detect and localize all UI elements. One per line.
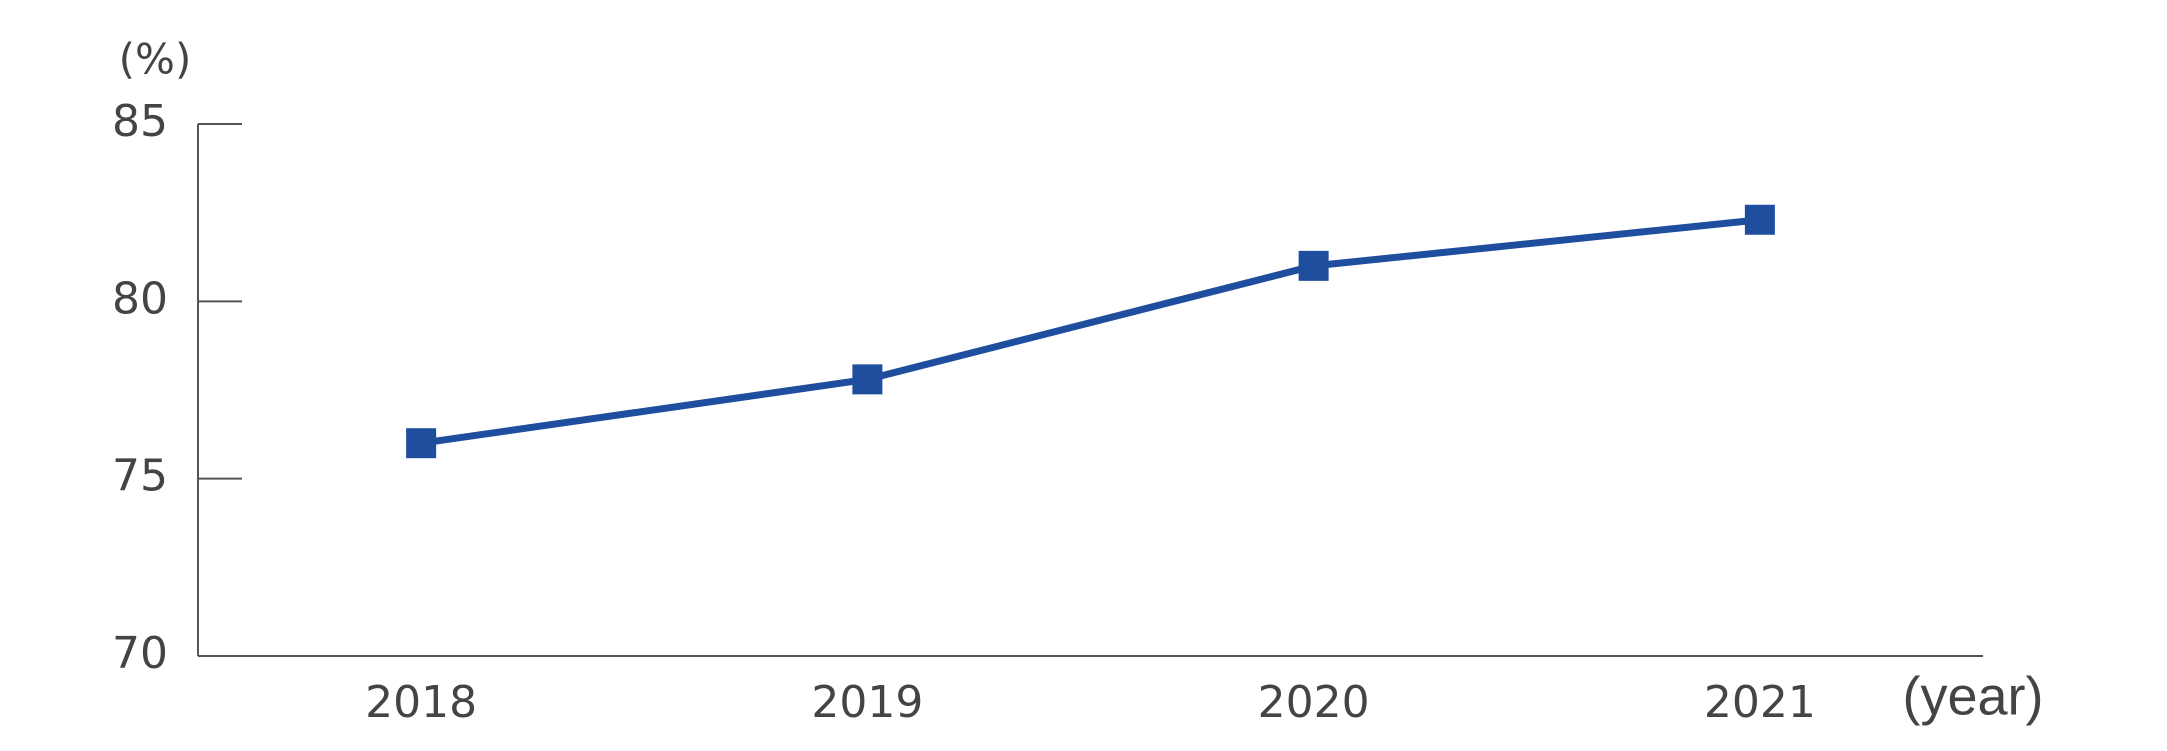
data-marker xyxy=(1744,204,1775,235)
x-tick-label: 2020 xyxy=(1258,677,1370,728)
x-tick-label: 2019 xyxy=(811,677,923,728)
y-tick-label: 80 xyxy=(112,273,168,324)
data-marker xyxy=(852,364,883,395)
x-tick-label: 2018 xyxy=(365,677,477,728)
y-axis-label: (%) xyxy=(119,35,192,84)
x-tick-label: 2021 xyxy=(1704,677,1816,728)
data-line xyxy=(420,216,1761,447)
y-tick-label: 85 xyxy=(112,96,168,147)
y-tick-label: 70 xyxy=(112,628,168,679)
data-marker xyxy=(406,428,437,459)
x-axis-label: (year) xyxy=(1902,666,2043,726)
y-tick-label: 75 xyxy=(112,451,168,502)
data-marker xyxy=(1298,250,1329,281)
